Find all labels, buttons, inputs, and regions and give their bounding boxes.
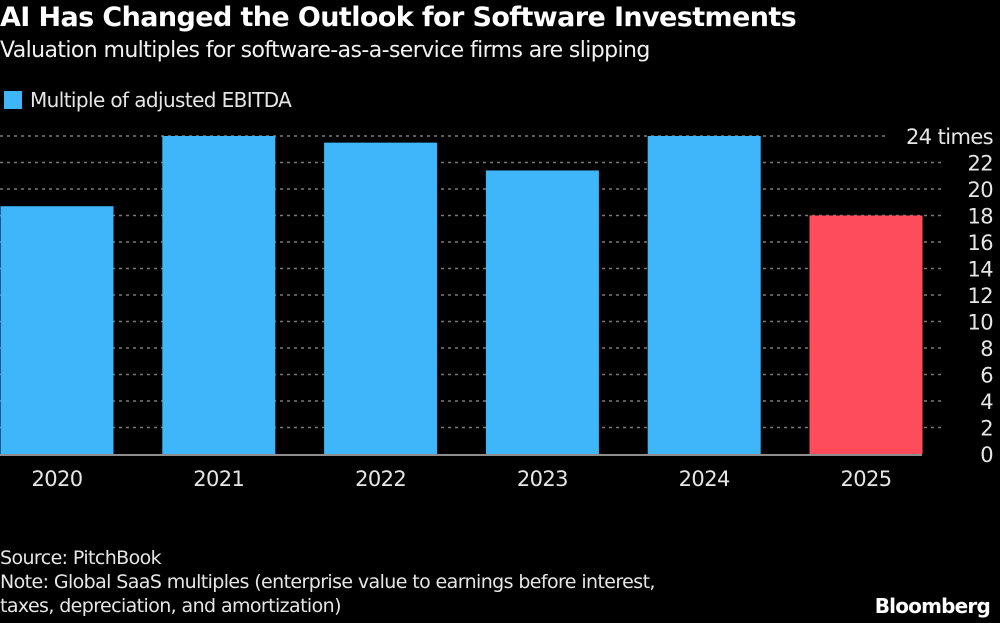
chart-title: AI Has Changed the Outlook for Software … (0, 2, 797, 33)
y-tick-label: 22 (967, 152, 993, 176)
bar-2021 (162, 136, 276, 454)
y-tick-label: 18 (967, 205, 993, 229)
y-tick-label: 6 (980, 364, 993, 388)
legend-label: Multiple of adjusted EBITDA (30, 88, 292, 112)
y-tick-label: 24 times (906, 125, 993, 149)
y-tick-label: 20 (967, 178, 993, 202)
x-tick-label: 2022 (355, 467, 406, 491)
bars (0, 136, 923, 454)
bar-2025 (809, 215, 923, 454)
x-tick-label: 2021 (193, 467, 244, 491)
y-tick-label: 16 (967, 231, 993, 255)
x-tick-label: 2023 (517, 467, 568, 491)
y-tick-label: 14 (967, 258, 993, 282)
chart-subtitle: Valuation multiples for software-as-a-se… (0, 38, 650, 63)
legend-swatch (4, 91, 22, 109)
x-tick-label: 2020 (31, 467, 82, 491)
footnote-line-1: Note: Global SaaS multiples (enterprise … (0, 571, 655, 593)
x-axis-ticks: 2020 2021 2022 2023 2024 2025 (31, 467, 892, 491)
bar-2024 (647, 136, 761, 454)
x-tick-label: 2024 (679, 467, 730, 491)
y-tick-label: 8 (980, 337, 993, 361)
y-tick-label: 10 (967, 311, 993, 335)
bar-2022 (324, 142, 438, 454)
y-tick-label: 4 (980, 390, 993, 414)
bloomberg-logo: Bloomberg (874, 594, 991, 618)
x-tick-label: 2025 (840, 467, 891, 491)
bar-2020 (0, 206, 114, 454)
legend: Multiple of adjusted EBITDA (0, 88, 292, 112)
y-tick-label: 2 (980, 417, 993, 441)
y-tick-label: 0 (980, 443, 993, 467)
y-tick-label: 12 (967, 284, 993, 308)
bar-2023 (485, 170, 599, 454)
footnote-line-2: taxes, depreciation, and amortization) (0, 595, 341, 617)
gridlines (0, 135, 945, 429)
source-note: Source: PitchBook (0, 547, 162, 569)
